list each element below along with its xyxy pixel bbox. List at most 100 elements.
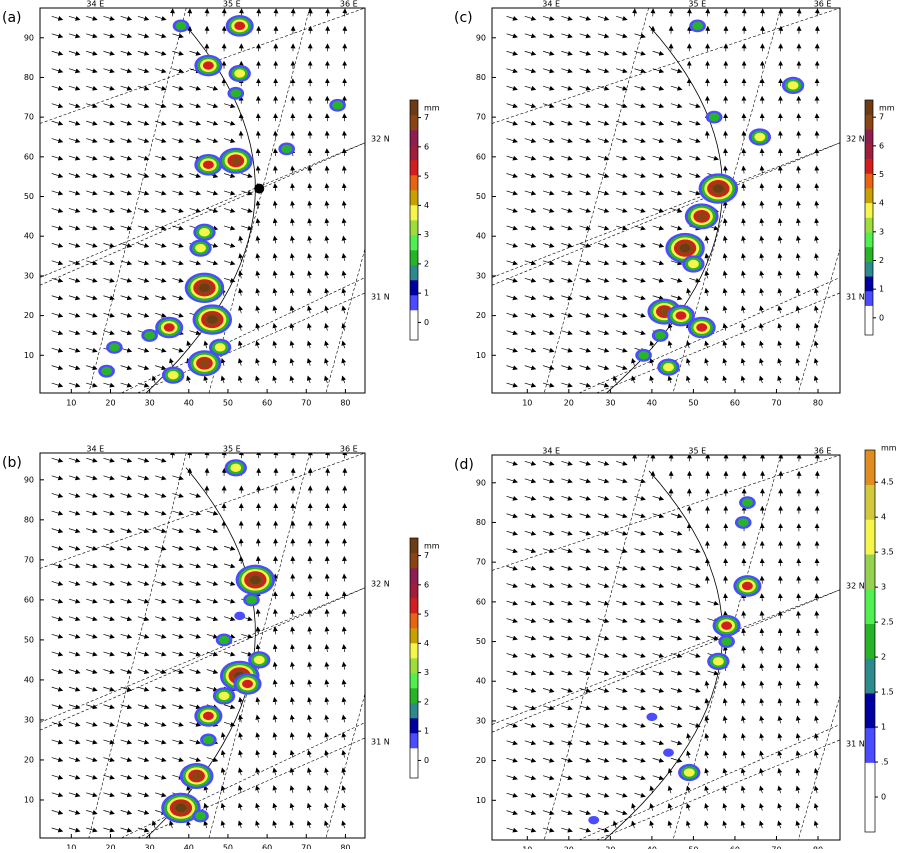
wind-arrow	[103, 634, 113, 637]
rain-cell	[191, 772, 202, 780]
wind-arrow	[52, 104, 63, 107]
wind-arrow	[634, 723, 644, 726]
colorbar-swatch	[865, 115, 873, 130]
wind-arrow	[543, 191, 554, 194]
wind-arrow	[52, 208, 63, 211]
wind-arrow	[310, 592, 311, 599]
wind-arrow	[543, 383, 554, 386]
wind-arrow	[561, 811, 572, 814]
wind-arrow	[121, 793, 132, 796]
wind-arrow	[224, 226, 234, 229]
wind-arrow	[779, 341, 781, 348]
colorbar-label: 5	[424, 610, 429, 619]
wind-arrow	[325, 821, 327, 828]
lat-label: 32 N	[846, 581, 865, 590]
wind-arrow	[103, 564, 113, 567]
x-tick-label: 70	[771, 846, 781, 850]
wind-arrow	[634, 69, 644, 72]
wind-arrow	[69, 174, 80, 177]
wind-arrow	[190, 191, 201, 194]
wind-arrow	[257, 237, 258, 244]
wind-arrow	[190, 652, 201, 655]
wind-arrow	[725, 167, 726, 174]
wind-arrow	[507, 741, 517, 744]
colorbar-swatch	[410, 688, 418, 703]
wind-arrow	[86, 529, 96, 532]
wind-arrow	[634, 261, 644, 264]
wind-arrow	[343, 733, 345, 740]
wind-arrow	[707, 577, 708, 584]
y-tick-label: 70	[476, 558, 486, 567]
wind-arrow	[121, 617, 132, 620]
wind-arrow	[598, 121, 609, 124]
wind-arrow	[580, 811, 590, 814]
wind-arrow	[224, 652, 234, 655]
wind-arrow	[52, 687, 63, 690]
wind-arrow	[598, 16, 609, 19]
wind-arrow	[798, 682, 799, 689]
wind-arrow	[121, 634, 132, 637]
wind-arrow	[507, 366, 517, 369]
x-tick-label: 20	[105, 399, 115, 408]
wind-arrow	[798, 699, 799, 706]
wind-arrow	[326, 786, 328, 793]
wind-arrow	[616, 261, 627, 264]
wind-arrow	[121, 529, 132, 532]
wind-arrow	[507, 86, 517, 89]
wind-arrow	[543, 366, 554, 369]
wind-arrow	[580, 243, 590, 246]
wind-arrow	[525, 793, 535, 796]
wind-arrow	[344, 663, 345, 670]
wind-arrow	[69, 564, 80, 567]
rain-cell	[195, 244, 206, 252]
wind-arrow	[121, 687, 132, 690]
wind-arrow	[172, 546, 183, 549]
rain-cell	[203, 61, 214, 69]
wind-arrow	[580, 313, 590, 316]
y-tick-label: 70	[24, 555, 34, 564]
wind-arrow	[561, 383, 572, 386]
wind-arrow	[798, 612, 799, 619]
wind-arrow	[121, 670, 132, 673]
wind-arrow	[580, 104, 590, 107]
wind-arrow	[580, 174, 590, 177]
wind-arrow	[525, 16, 535, 19]
wind-arrow	[561, 86, 572, 89]
wind-arrow	[561, 776, 572, 779]
wind-arrow	[52, 599, 63, 602]
rain-cell	[203, 712, 214, 720]
parallel	[596, 740, 840, 840]
wind-arrow	[190, 139, 201, 142]
rain-cell	[696, 212, 707, 220]
colorbar-label: 4	[881, 513, 886, 522]
wind-arrow	[69, 296, 80, 299]
wind-arrow	[616, 741, 627, 744]
wind-arrow	[121, 564, 132, 567]
wind-arrow	[525, 243, 535, 246]
wind-arrow	[669, 821, 671, 828]
wind-arrow	[52, 296, 63, 299]
wind-arrow	[190, 261, 201, 264]
wind-arrow	[103, 156, 113, 159]
wind-arrow	[325, 804, 327, 811]
colorbar-swatch	[410, 175, 418, 190]
wind-arrow	[780, 184, 781, 191]
x-tick-label: 80	[340, 399, 350, 408]
wind-arrow	[138, 208, 149, 211]
wind-arrow	[190, 599, 201, 602]
wind-arrow	[86, 793, 96, 796]
wind-arrow	[798, 202, 799, 209]
wind-arrow	[653, 86, 663, 89]
wind-arrow	[780, 167, 781, 174]
wind-arrow	[561, 34, 572, 37]
rain-cell	[675, 311, 686, 319]
wind-arrow	[69, 243, 80, 246]
y-tick-label: 60	[24, 152, 34, 161]
wind-arrow	[706, 751, 708, 758]
wind-arrow	[561, 461, 572, 464]
wind-arrow	[291, 786, 293, 793]
wind-arrow	[687, 821, 689, 828]
wind-arrow	[671, 688, 682, 691]
wind-arrow	[525, 34, 535, 37]
wind-arrow	[616, 793, 627, 796]
